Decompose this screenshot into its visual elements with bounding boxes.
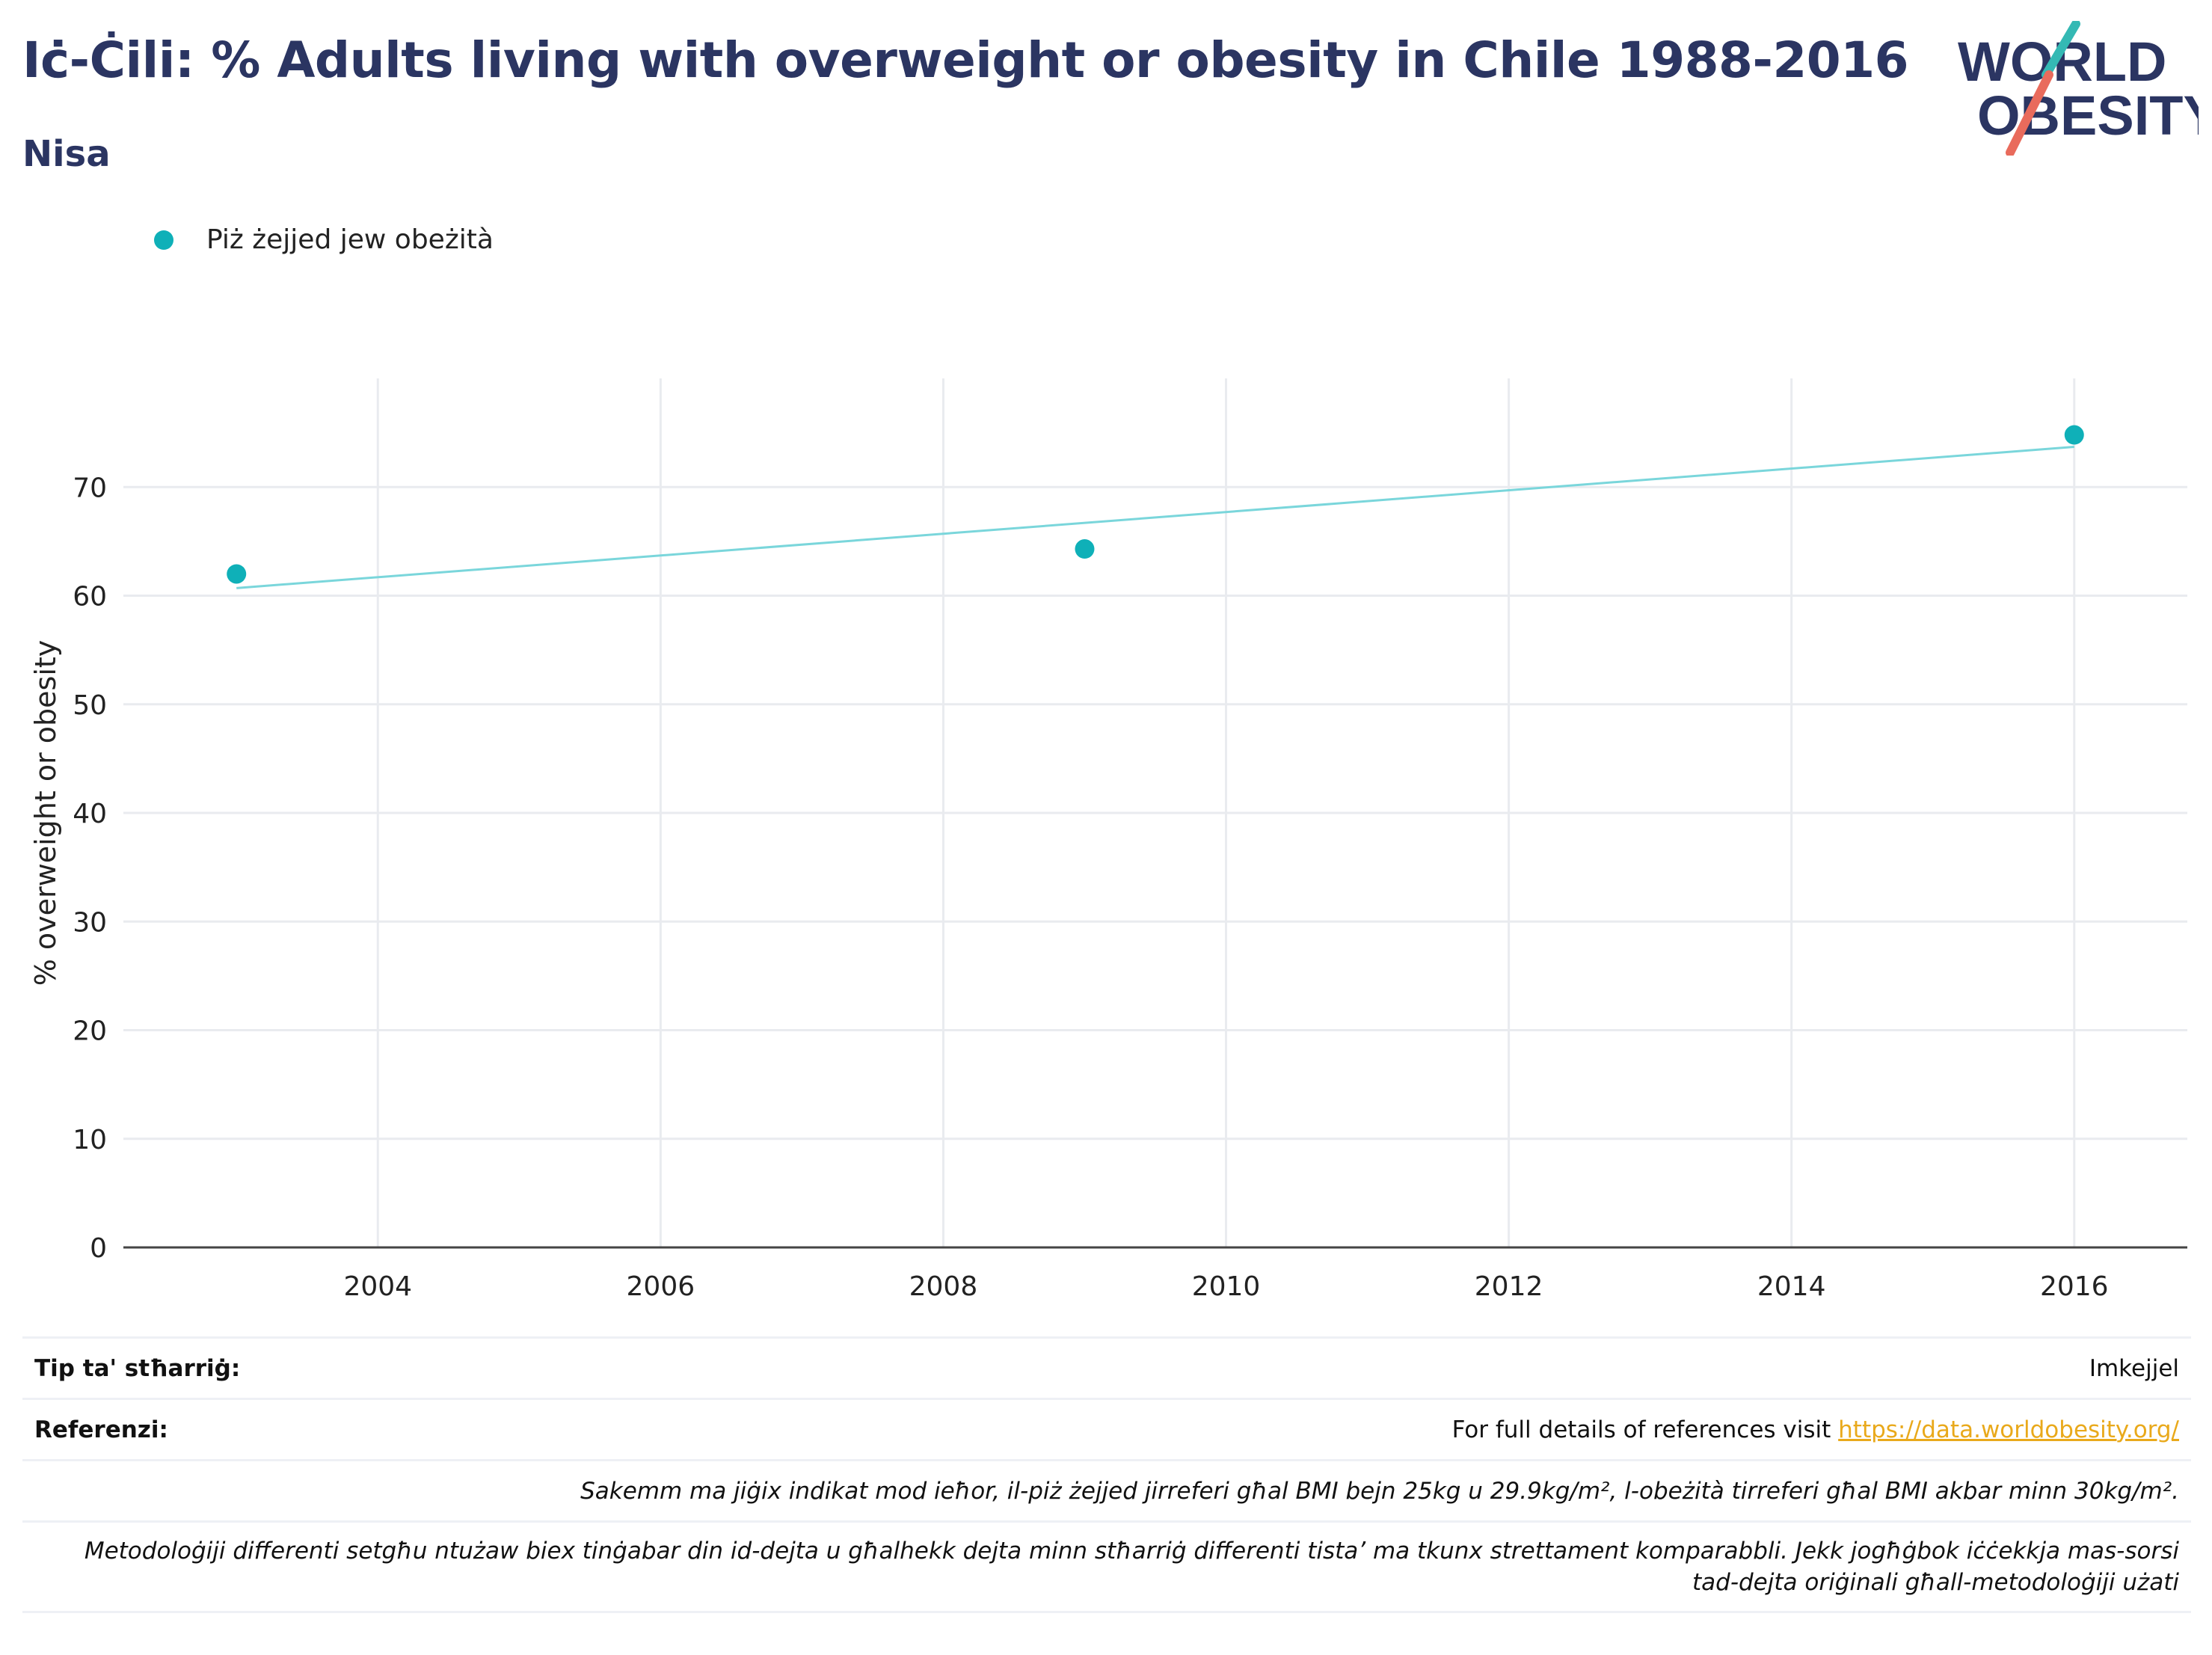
references-text: For full details of references visit	[1451, 1416, 1839, 1443]
references-link[interactable]: https://data.worldobesity.org/	[1838, 1416, 2179, 1443]
chart-title: Iċ-Ċili: % Adults living with overweight…	[22, 31, 1909, 89]
methodology-line-1: Metodoloġiji differenti setgħu ntużaw bi…	[84, 1538, 2179, 1565]
survey-type-label: Tip ta' stħarriġ:	[34, 1354, 241, 1382]
note-methodology: Metodoloġiji differenti setgħu ntużaw bi…	[22, 1520, 2191, 1613]
data-point[interactable]	[1075, 539, 1095, 559]
logo-text-obesity: OBESITY	[1977, 85, 2199, 147]
legend-marker	[154, 230, 173, 250]
notes-table: Tip ta' stħarriġ: Imkejjel Referenzi: Fo…	[22, 1336, 2191, 1613]
x-tick-label: 2016	[2040, 1271, 2109, 1301]
world-obesity-logo: WORLD OBESITY	[1958, 21, 2199, 156]
y-tick-label: 50	[73, 690, 107, 721]
y-axis-label: % overweight or obesity	[29, 640, 62, 986]
references-text-wrap: For full details of references visit htt…	[1452, 1416, 2179, 1443]
y-tick-label: 70	[73, 473, 107, 503]
scatter-chart: 2004 2006 2008 2010 2012 2014 2016 0 10 20 30 40 50 6…	[29, 378, 2187, 1301]
x-tick-label: 2012	[1475, 1271, 1543, 1301]
y-tick-label: 40	[73, 799, 107, 829]
x-tick-label: 2014	[1757, 1271, 1826, 1301]
note-definition: Sakemm ma jiġix indikat mod ieħor, il-pi…	[22, 1459, 2191, 1520]
x-tick-label: 2008	[909, 1271, 978, 1301]
trend-line-group	[236, 446, 2074, 589]
data-point[interactable]	[227, 564, 247, 584]
legend-label: Piż żejjed jew obeżità	[206, 224, 494, 255]
y-tick-label: 20	[73, 1016, 107, 1047]
data-point[interactable]	[2064, 425, 2084, 445]
survey-type-value: Imkejjel	[2089, 1354, 2179, 1382]
note-survey-type: Tip ta' stħarriġ: Imkejjel	[22, 1336, 2191, 1398]
note-references: Referenzi: For full details of reference…	[22, 1398, 2191, 1459]
methodology-text: Metodoloġiji differenti setgħu ntużaw bi…	[85, 1535, 2179, 1598]
methodology-line-2: tad-dejta oriġinali għall-metodoloġiji u…	[1692, 1569, 2179, 1596]
y-tick-label: 30	[73, 907, 107, 938]
y-tick-label: 0	[90, 1233, 107, 1264]
x-tick-label: 2004	[343, 1271, 412, 1301]
grid-lines	[123, 378, 2187, 1247]
definition-text: Sakemm ma jiġix indikat mod ieħor, il-pi…	[580, 1477, 2179, 1505]
chart-subtitle: Nisa	[22, 133, 111, 175]
x-tick-label: 2006	[627, 1271, 695, 1301]
x-tick-label: 2010	[1192, 1271, 1261, 1301]
y-tick-label: 10	[73, 1125, 107, 1155]
references-label: Referenzi:	[34, 1416, 168, 1443]
trend-line	[236, 446, 2074, 589]
y-tick-label: 60	[73, 582, 107, 612]
axes: 2004 2006 2008 2010 2012 2014 2016 0 10 20 30 40 50 6…	[73, 473, 2187, 1301]
logo-slash-teal	[2042, 21, 2080, 79]
logo-slash-red	[2006, 70, 2053, 156]
data-points	[227, 425, 2084, 584]
legend[interactable]: Piż żejjed jew obeżità	[154, 224, 494, 255]
